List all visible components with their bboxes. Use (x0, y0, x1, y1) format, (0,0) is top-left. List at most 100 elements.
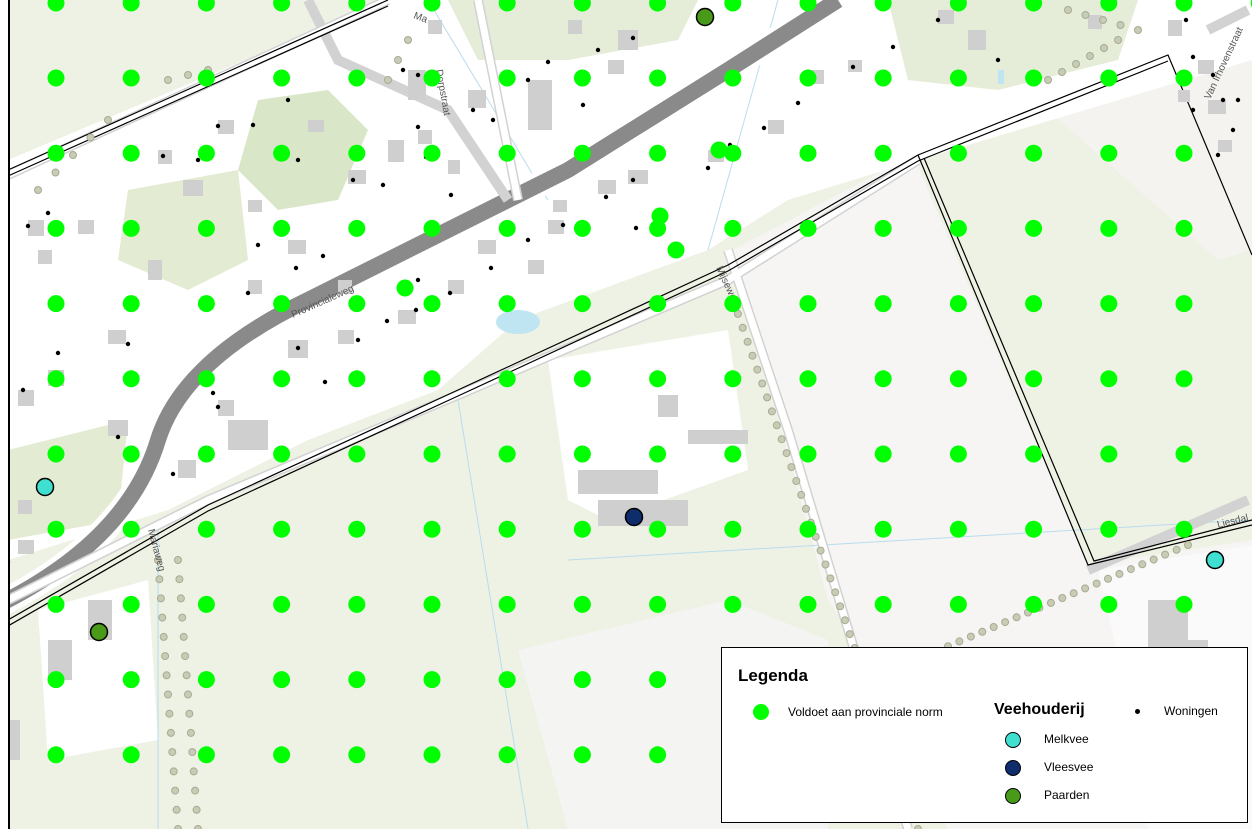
building (108, 330, 126, 344)
tree (172, 805, 181, 814)
tree (1134, 26, 1142, 34)
woning-dot (415, 72, 421, 78)
woning-dot (350, 177, 356, 183)
grid-point (498, 445, 516, 463)
legend-paarden-label: Paarden (1044, 788, 1090, 802)
tree (782, 449, 791, 458)
building (338, 280, 352, 294)
grid-point (47, 595, 65, 613)
building (598, 180, 616, 194)
grid-point (122, 445, 140, 463)
grid-point (498, 69, 516, 87)
paarden-farm-icon[interactable] (695, 7, 715, 27)
tree (404, 36, 412, 44)
grid-point (573, 445, 591, 463)
grid-point (724, 445, 742, 463)
grid-point (122, 370, 140, 388)
paarden-farm-icon[interactable] (89, 622, 109, 642)
melkvee-farm-icon[interactable] (35, 477, 55, 497)
grid-point (573, 295, 591, 313)
grid-point (667, 241, 685, 259)
tree (166, 728, 175, 737)
woning-dot (1235, 97, 1241, 103)
building (1198, 60, 1214, 74)
tree (733, 309, 742, 318)
grid-point (197, 445, 215, 463)
grid-point (423, 219, 441, 237)
tree (161, 652, 170, 661)
grid-point (498, 671, 516, 689)
tree (1058, 594, 1067, 602)
grid-point (348, 69, 366, 87)
tree (841, 616, 849, 625)
grid-point (47, 520, 65, 538)
woning-dot (25, 223, 31, 229)
tree (194, 825, 202, 829)
grid-point (949, 370, 967, 388)
building (388, 140, 404, 162)
grid-point (1025, 295, 1043, 313)
grid-point (649, 520, 667, 538)
tree (175, 575, 184, 584)
grid-point (1025, 370, 1043, 388)
grid-point (348, 595, 366, 613)
woning-dot (1210, 72, 1216, 78)
woning-dot (1215, 152, 1221, 158)
grid-point (273, 520, 291, 538)
woning-dot (850, 64, 856, 70)
melkvee-icon (1005, 732, 1021, 748)
grid-point (1025, 0, 1043, 12)
woning-dot (630, 35, 636, 41)
grid-point (649, 746, 667, 764)
grid-point (874, 69, 892, 87)
building (608, 60, 624, 74)
grid-point (1100, 69, 1118, 87)
grid-point (1175, 445, 1193, 463)
building (248, 200, 262, 212)
grid-point (724, 520, 742, 538)
grid-point (47, 295, 65, 313)
tree (189, 767, 198, 776)
woning-dot (413, 307, 419, 313)
woning-dot-icon (1135, 709, 1140, 714)
grid-point (1100, 144, 1118, 162)
tree (1072, 60, 1080, 68)
woning-dot (525, 77, 531, 83)
tree (914, 825, 922, 829)
grid-point (649, 595, 667, 613)
grid-point (273, 445, 291, 463)
grid-point (649, 144, 667, 162)
grid-point (573, 746, 591, 764)
grid-point (949, 144, 967, 162)
grid-point (122, 595, 140, 613)
tree (1069, 589, 1078, 598)
tree (1092, 579, 1101, 588)
woning-dot (1190, 107, 1196, 113)
tree (181, 652, 190, 661)
legend-woningen-label: Woningen (1164, 704, 1218, 718)
tree (748, 351, 757, 360)
woning-dot (525, 237, 531, 243)
map-canvas[interactable]: Provincialeweg Mijseweg Mariaweg Liesdal… (8, 0, 1252, 829)
legend-vleesvee-label: Vleesvee (1044, 760, 1094, 774)
grid-point (273, 595, 291, 613)
grid-point (1100, 595, 1118, 613)
tree (182, 671, 191, 680)
woning-dot (125, 341, 131, 347)
vleesvee-farm-icon[interactable] (624, 507, 644, 527)
building (1178, 90, 1190, 102)
tree (174, 825, 182, 829)
melkvee-farm-icon[interactable] (1205, 550, 1225, 570)
tree (86, 133, 95, 142)
tree (162, 671, 171, 680)
woning-dot (285, 97, 291, 103)
grid-point (122, 69, 140, 87)
tree (1115, 569, 1124, 578)
main-road (8, 0, 843, 609)
building (548, 220, 564, 234)
woning-dot (55, 350, 61, 356)
grid-point (498, 520, 516, 538)
grid-point (273, 69, 291, 87)
tree (1081, 11, 1090, 19)
woning-dot (295, 157, 301, 163)
